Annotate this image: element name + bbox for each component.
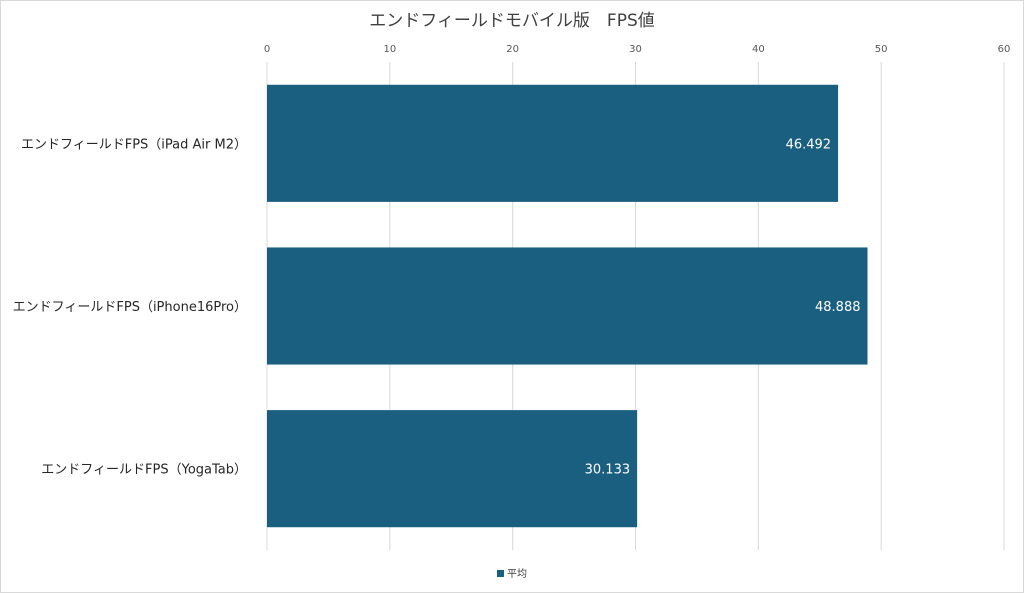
- x-axis-ticks: 0 10 20 30 40 50 60: [264, 44, 1011, 55]
- category-label: エンドフィールドFPS（iPad Air M2）: [21, 137, 247, 152]
- legend-swatch: [497, 570, 504, 577]
- x-tick-label: 20: [506, 44, 519, 55]
- legend-label: 平均: [507, 568, 527, 580]
- data-label: 30.133: [585, 463, 631, 478]
- x-tick-label: 0: [264, 44, 270, 55]
- data-label: 48.888: [815, 300, 861, 315]
- chart-title: エンドフィールドモバイル版 FPS値: [369, 11, 654, 31]
- x-tick-label: 40: [752, 44, 765, 55]
- y-axis-labels: エンドフィールドFPS（iPad Air M2） エンドフィールドFPS（iPho…: [13, 137, 247, 477]
- bars: 46.492 48.888 30.133: [267, 84, 868, 528]
- category-label: エンドフィールドFPS（iPhone16Pro）: [13, 300, 247, 315]
- x-tick-label: 10: [383, 44, 396, 55]
- data-label: 46.492: [786, 137, 832, 152]
- bar: [267, 410, 638, 528]
- bar: [267, 84, 839, 202]
- legend: 平均: [497, 568, 527, 580]
- x-tick-label: 30: [629, 44, 642, 55]
- x-tick-label: 50: [875, 44, 888, 55]
- x-tick-label: 60: [998, 44, 1011, 55]
- bar: [267, 247, 868, 365]
- category-label: エンドフィールドFPS（YogaTab）: [41, 463, 247, 478]
